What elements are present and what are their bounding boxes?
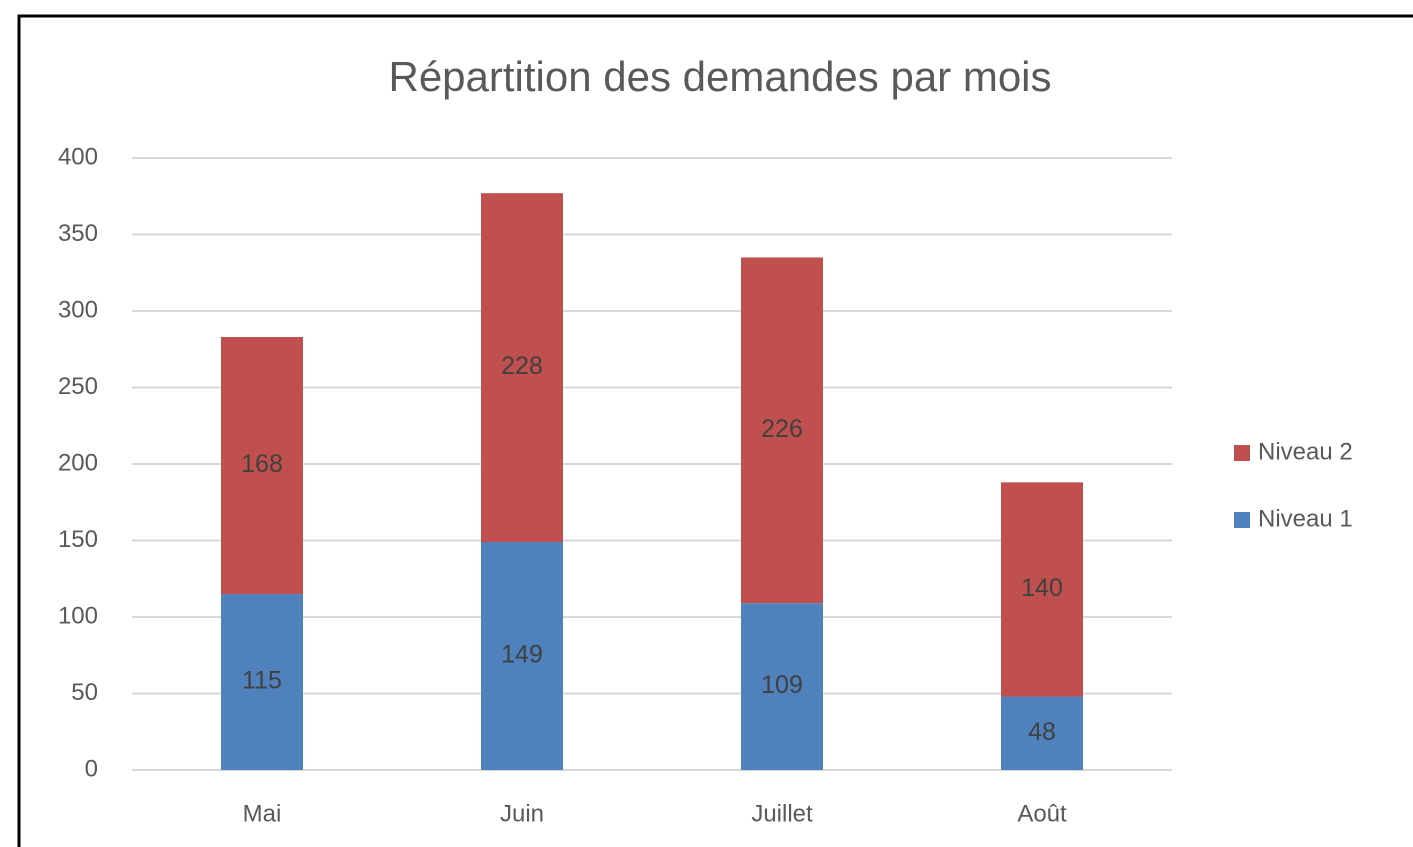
- data-label: 140: [1021, 574, 1063, 602]
- x-tick-label: Août: [1017, 800, 1067, 827]
- bar: [741, 257, 823, 604]
- y-tick-label: 0: [85, 755, 98, 782]
- legend-label: Niveau 2: [1258, 438, 1353, 465]
- bar: [481, 193, 563, 543]
- y-tick-label: 200: [58, 449, 98, 476]
- bar: [1001, 696, 1083, 770]
- x-tick-label: Juillet: [751, 800, 813, 827]
- y-tick-label: 300: [58, 296, 98, 323]
- bar: [481, 542, 563, 770]
- bar: [741, 603, 823, 770]
- y-tick-label: 150: [58, 526, 98, 553]
- data-label: 228: [501, 352, 543, 380]
- bar: [221, 337, 303, 595]
- y-tick-label: 50: [71, 679, 98, 706]
- bar: [1001, 482, 1083, 697]
- y-tick-label: 350: [58, 220, 98, 247]
- data-label: 226: [761, 415, 803, 443]
- y-tick-label: 100: [58, 602, 98, 629]
- data-label: 115: [242, 667, 282, 695]
- legend-label: Niveau 1: [1258, 505, 1353, 532]
- data-label: 149: [501, 641, 543, 669]
- data-label: 48: [1028, 718, 1056, 746]
- bar: [221, 594, 303, 770]
- data-label: 109: [761, 671, 803, 699]
- x-tick-label: Juin: [500, 800, 544, 827]
- legend-swatch: [1234, 512, 1250, 528]
- frame: [17, 14, 1413, 847]
- x-tick-label: Mai: [243, 800, 282, 827]
- chart-title: Répartition des demandes par mois: [388, 53, 1051, 100]
- data-label: 168: [241, 450, 283, 478]
- legend-swatch: [1234, 445, 1250, 461]
- y-tick-label: 250: [58, 373, 98, 400]
- y-tick-label: 400: [58, 143, 98, 170]
